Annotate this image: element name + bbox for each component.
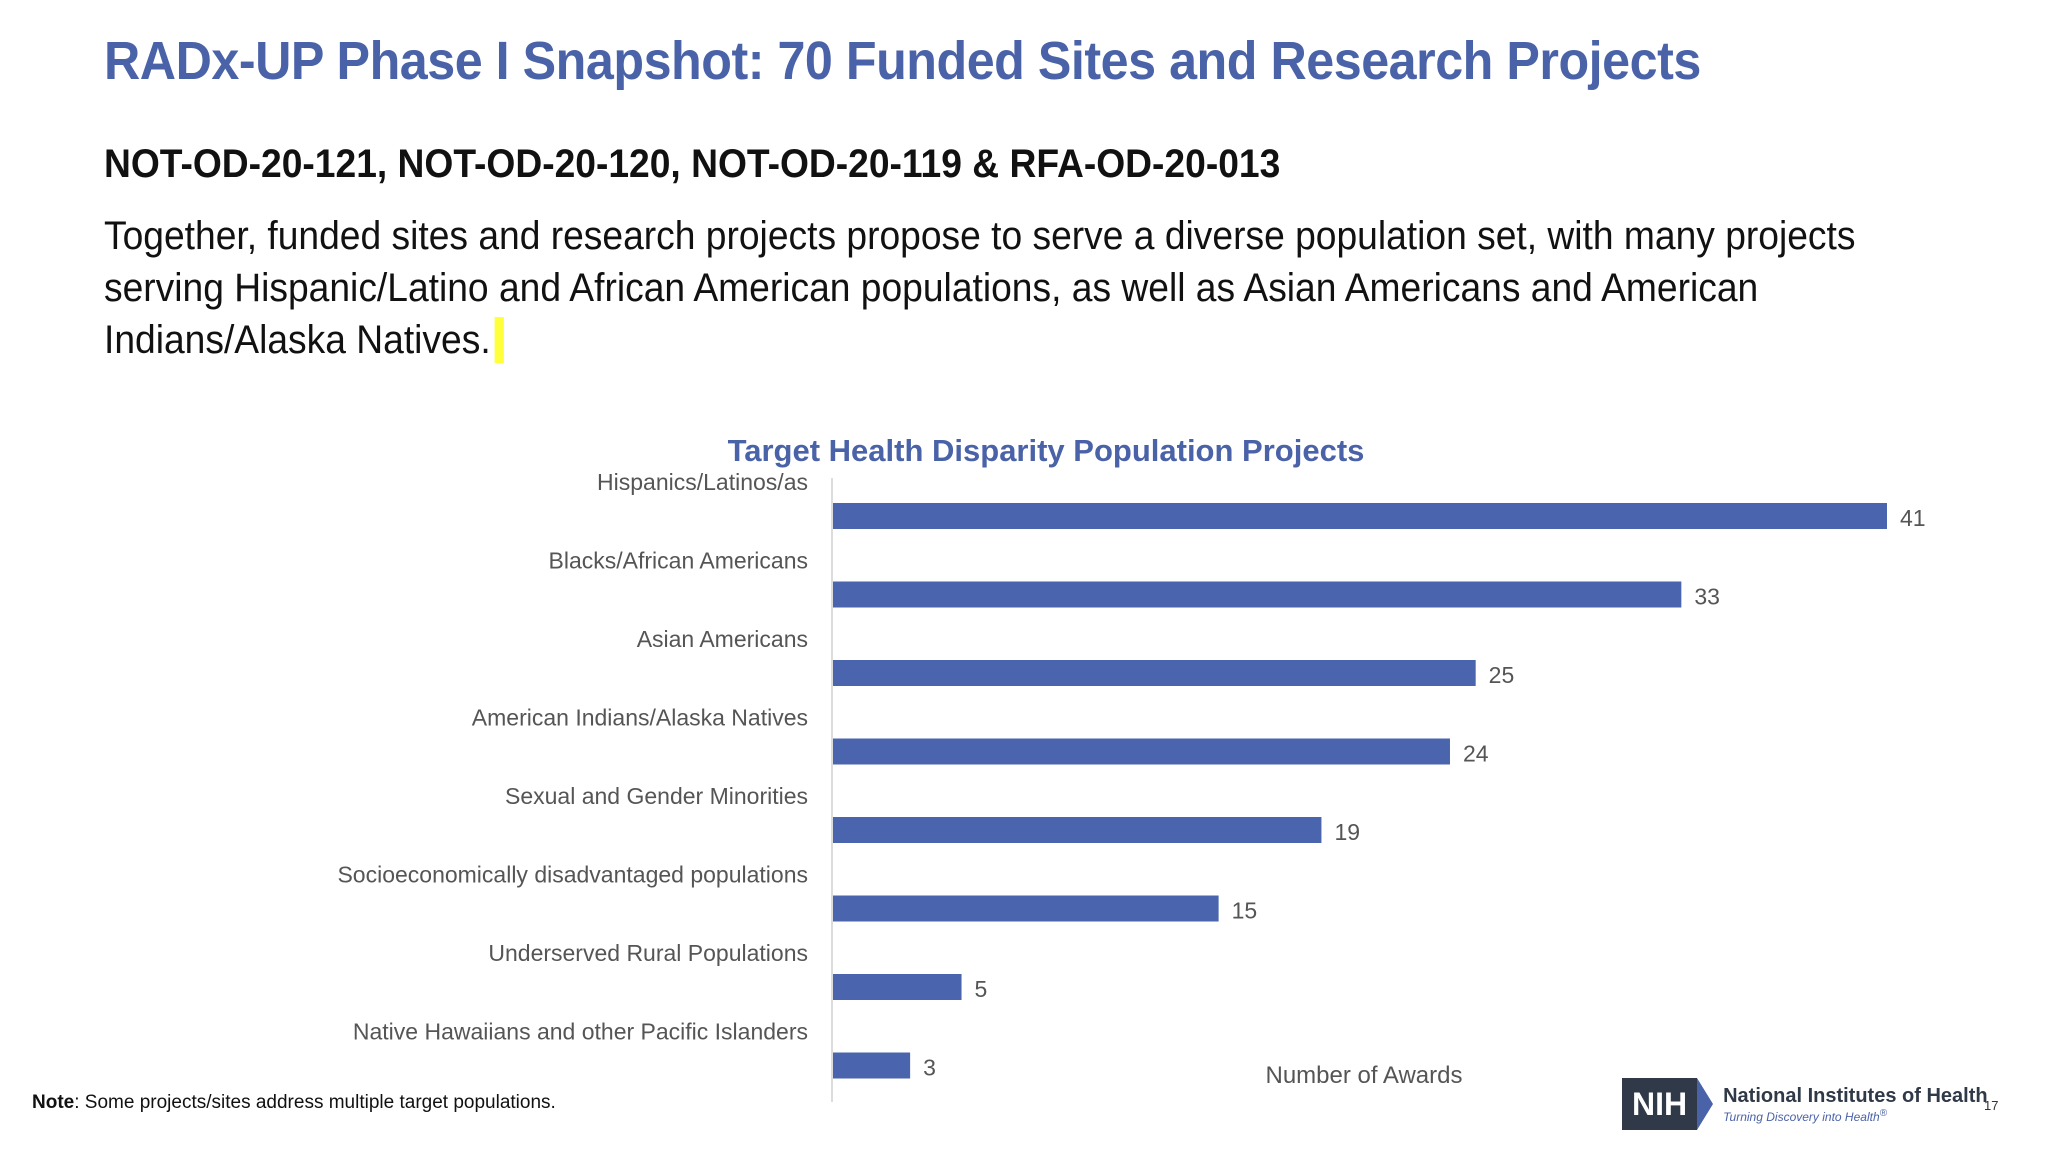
slide-body: Together, funded sites and research proj… [104, 210, 1871, 366]
bar [833, 817, 1322, 843]
note-text: : Some projects/sites address multiple t… [74, 1092, 556, 1113]
category-label: Blacks/African Americans [549, 548, 808, 574]
bar [833, 1052, 911, 1079]
bar [833, 738, 1450, 765]
nih-logo-tagline: Turning Discovery into Health [1723, 1109, 1880, 1124]
category-label: Socioeconomically disadvantaged populati… [337, 862, 808, 888]
data-label: 5 [975, 976, 988, 1002]
bar [833, 660, 1476, 686]
category-label: Underserved Rural Populations [488, 940, 808, 966]
nih-logo-registered-mark: ® [1879, 1107, 1887, 1119]
data-label: 3 [923, 1055, 936, 1081]
data-label: 24 [1463, 741, 1489, 767]
text-cursor-highlight [494, 317, 504, 363]
category-label: Asian Americans [637, 626, 808, 652]
nih-logo-arrow-icon [1697, 1078, 1714, 1130]
bar [833, 895, 1219, 922]
slide-body-text: Together, funded sites and research proj… [104, 214, 1856, 362]
category-label: Hispanics/Latinos/as [597, 469, 808, 495]
data-label: 41 [1900, 505, 1926, 531]
data-label: 33 [1694, 584, 1720, 610]
category-label: Native Hawaiians and other Pacific Islan… [353, 1019, 808, 1045]
footnote: Note: Some projects/sites address multip… [32, 1092, 556, 1114]
slide-title: RADx-UP Phase I Snapshot: 70 Funded Site… [104, 31, 1701, 91]
nih-logo-tagline-wrap: Turning Discovery into Health® [1723, 1108, 1987, 1124]
nih-logo-mark: NIH [1622, 1078, 1698, 1130]
nih-logo: NIH National Institutes of Health Turnin… [1622, 1078, 1988, 1130]
data-label: 15 [1232, 898, 1258, 924]
slide-subtitle: NOT-OD-20-121, NOT-OD-20-120, NOT-OD-20-… [104, 142, 1281, 186]
data-label: 25 [1489, 662, 1515, 688]
nih-logo-name: National Institutes of Health [1723, 1084, 1988, 1107]
chart-title: Target Health Disparity Population Proje… [728, 433, 1365, 468]
category-label: American Indians/Alaska Natives [472, 705, 808, 731]
data-label: 19 [1334, 819, 1360, 845]
page-number: 17 [1984, 1098, 1999, 1113]
bar [833, 974, 962, 1000]
note-label: Note [32, 1092, 75, 1113]
category-label: Sexual and Gender Minorities [505, 783, 808, 809]
bar [833, 581, 1682, 608]
x-axis-label: Number of Awards [1266, 1062, 1463, 1089]
bar [833, 503, 1887, 529]
